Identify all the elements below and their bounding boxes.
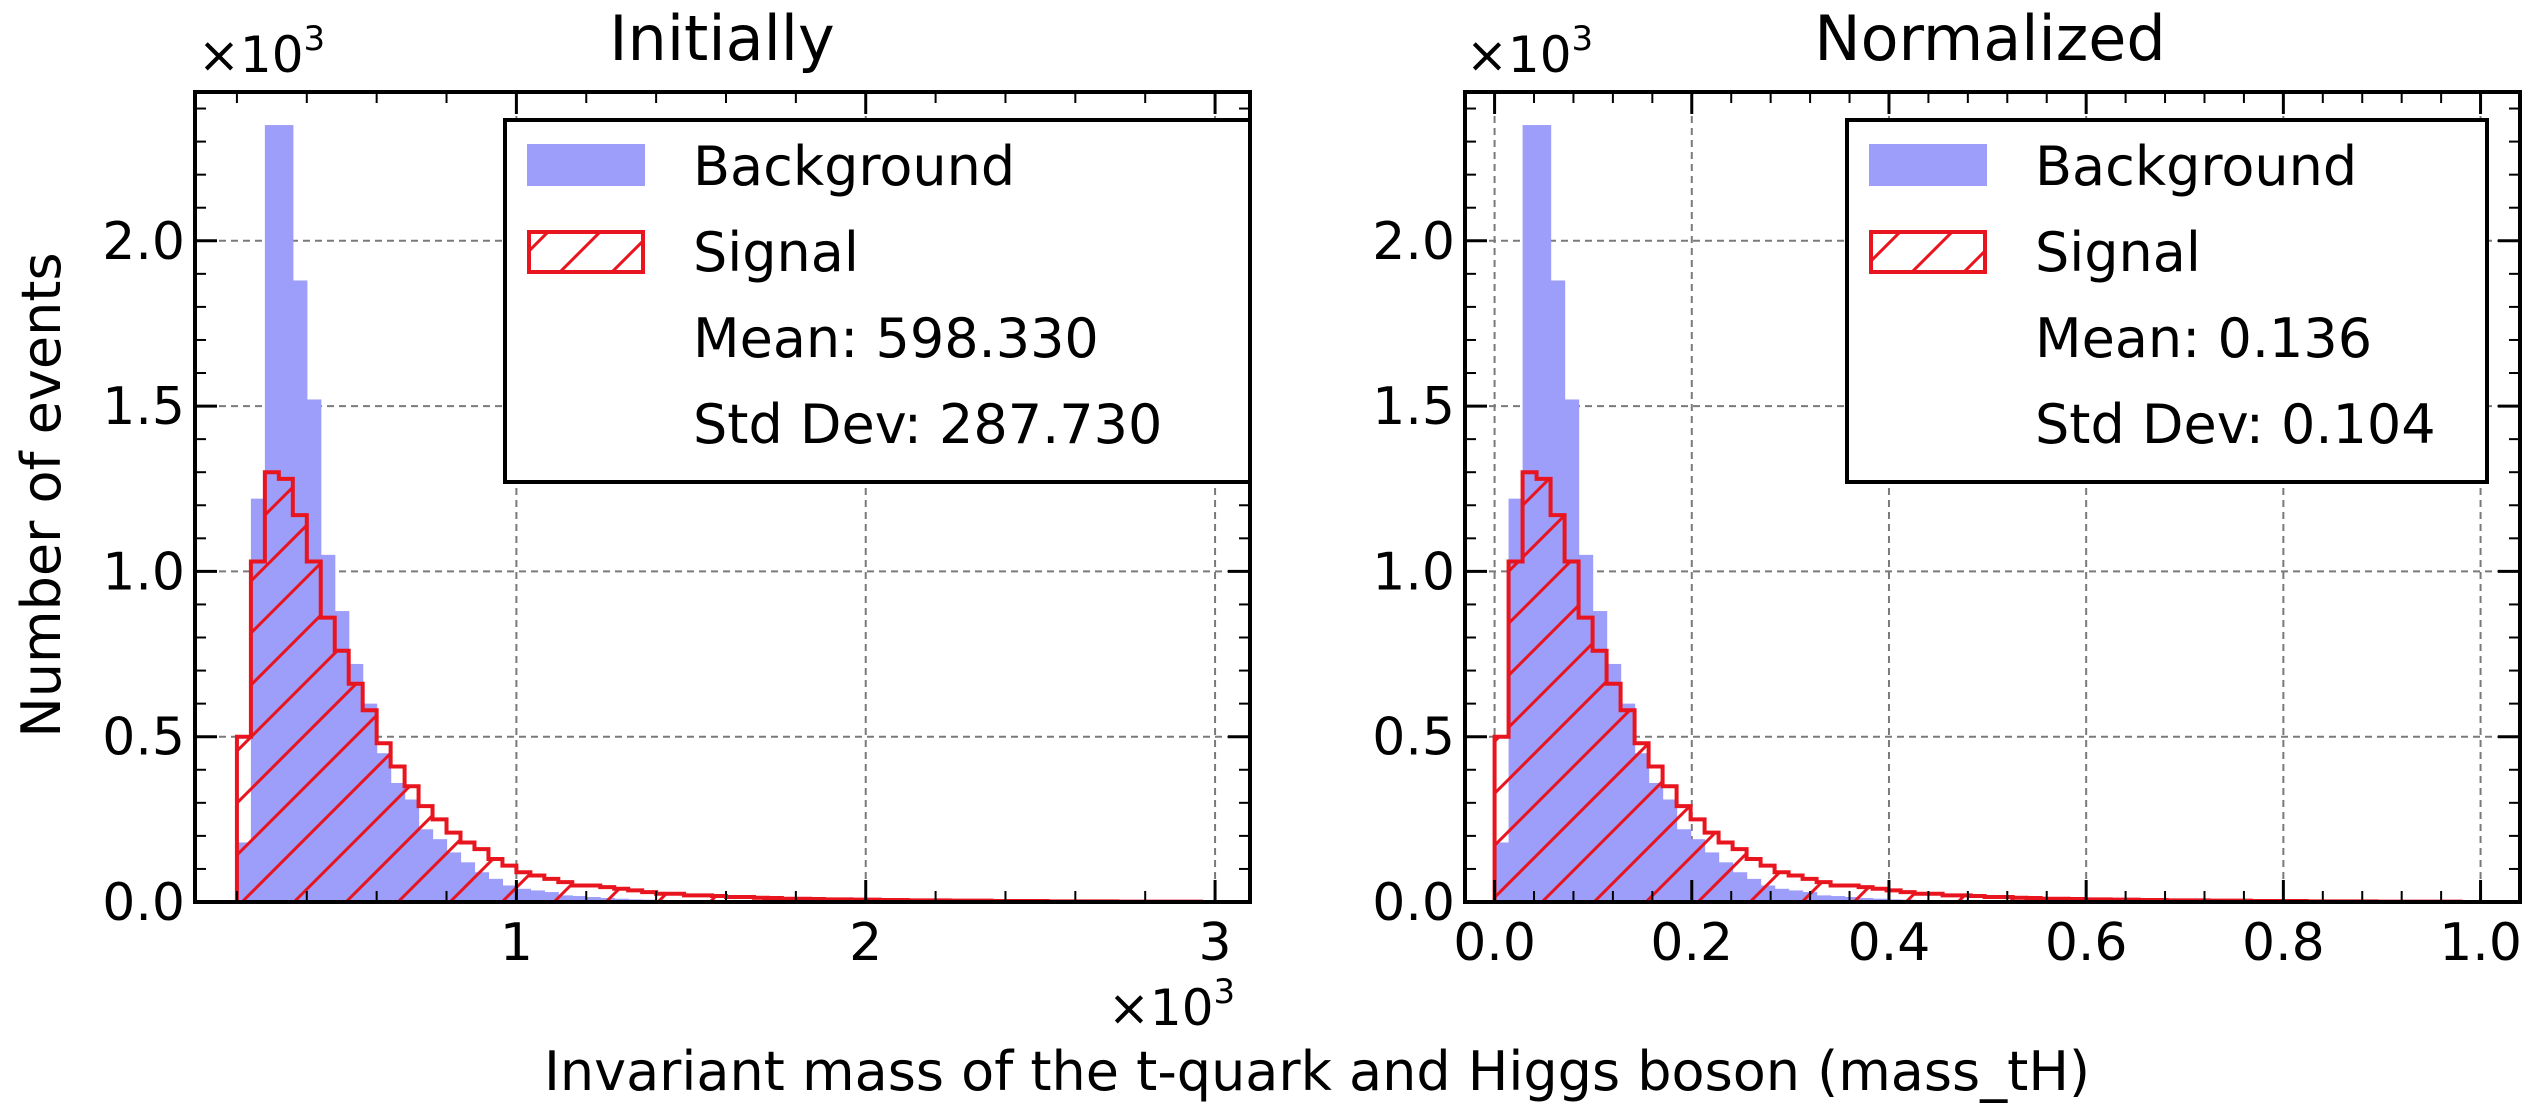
x-tick-label: 2	[849, 913, 882, 973]
legend-label-signal: Signal	[693, 221, 859, 284]
y-tick-label: 1.0	[102, 542, 185, 602]
y-tick-label: 0.5	[1372, 708, 1455, 768]
signal-histogram	[1492, 470, 2481, 904]
x-tick-label: 0.4	[1848, 913, 1931, 973]
plot-area: 0.0 0.2 0.4 0.6 0.8 1.0 0.0 0.5 1.0 1.5 2.0 Backgro…	[1372, 90, 2522, 973]
panel-initially: Initially ×103 1 2 3 0.0 0.5 1.0 1.5 2.0 Backgro…	[102, 2, 1252, 973]
panel-title: Initially	[609, 2, 834, 75]
axes-frame	[193, 90, 1252, 904]
y-tick-label: 1.5	[102, 377, 185, 437]
axes-frame	[1463, 90, 2522, 904]
legend-label-background: Background	[2035, 135, 2357, 198]
legend-std-dev: Std Dev: 287.730	[693, 393, 1162, 456]
legend-swatch-background	[527, 144, 645, 186]
panel-title: Normalized	[1814, 2, 2166, 75]
legend-mean: Mean: 598.330	[693, 307, 1099, 370]
legend-std-dev: Std Dev: 0.104	[2035, 393, 2436, 456]
y-tick-label: 0.5	[102, 708, 185, 768]
legend: Background Signal Mean: 598.330 Std Dev: 28…	[503, 118, 1252, 484]
y-axis-label: Number of events	[10, 252, 73, 737]
plot-area: 1 2 3 0.0 0.5 1.0 1.5 2.0 Background Signal Mean: …	[102, 90, 1252, 973]
y-tick-label: 0.0	[1372, 873, 1455, 933]
legend-swatch-background	[1869, 144, 1987, 186]
x-tick-label: 1	[500, 913, 533, 973]
signal-histogram	[234, 470, 1216, 904]
legend-label-background: Background	[693, 135, 1015, 198]
legend-swatch-signal	[1869, 230, 1987, 274]
x-tick-label: 1.0	[2439, 913, 2522, 973]
x-tick-label: 0.8	[2242, 913, 2325, 973]
y-tick-label: 2.0	[1372, 212, 1455, 272]
legend-mean: Mean: 0.136	[2035, 307, 2372, 370]
legend-label-signal: Signal	[2035, 221, 2201, 284]
x-tick-label: 0.2	[1650, 913, 1733, 973]
y-tick-label: 2.0	[102, 212, 185, 272]
legend-swatch-signal	[527, 230, 645, 274]
x-multiplier: ×103	[1108, 972, 1235, 1037]
x-tick-label: 3	[1199, 913, 1232, 973]
y-tick-label: 1.5	[1372, 377, 1455, 437]
y-multiplier: ×103	[198, 19, 325, 84]
y-tick-label: 1.0	[1372, 542, 1455, 602]
y-multiplier: ×103	[1466, 19, 1593, 84]
x-axis-label: Invariant mass of the t-quark and Higgs …	[544, 1040, 2090, 1103]
x-tick-label: 0.6	[2045, 913, 2128, 973]
y-tick-label: 0.0	[102, 873, 185, 933]
x-tick-label: 0.0	[1453, 913, 1536, 973]
panel-normalized: Normalized ×103 0.0 0.2 0.4 0.6 0.8 1.0 0.0 0.5…	[1372, 2, 2522, 973]
legend: Background Signal Mean: 0.136 Std Dev: 0.10…	[1845, 118, 2489, 484]
